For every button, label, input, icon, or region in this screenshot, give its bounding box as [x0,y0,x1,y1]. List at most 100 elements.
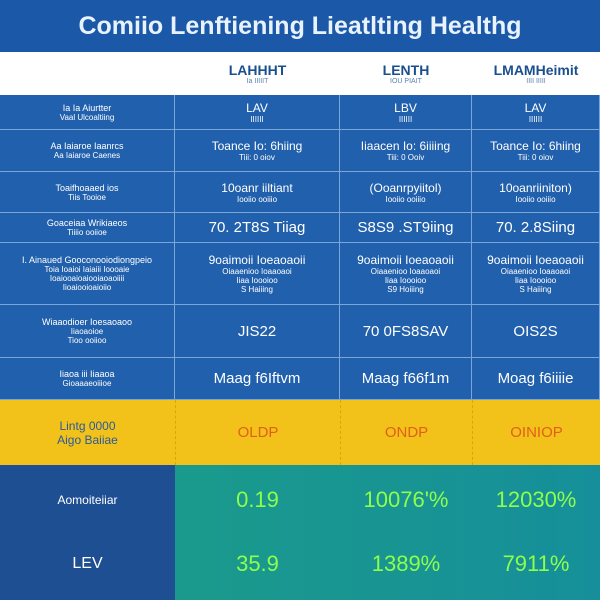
result-value: 10076'% [363,487,449,512]
row-label-text: Toia Ioaioi Iaiaiii Ioooaie [44,265,130,274]
cell-text: LBV [394,100,417,115]
column-header: LAHHHT Ia IIIIIT [175,52,340,95]
cell-text: IIIIII [398,114,413,124]
highlight-value: OINIOP [510,424,563,441]
cell-text: 9oaimoii Ioeaoaoii [357,253,454,267]
cell-text: S Haiiing [519,285,552,294]
cell-text: S Haiiing [240,285,273,294]
cell-text: Maag f6Iftvm [213,370,301,387]
row-label-text: Toaifhoaaed ios [55,182,119,193]
row-label-text: Gioaaaeoiiioe [62,379,112,388]
cell-text: Toance Io: 6hiing [490,139,581,153]
result-cell: 0.19 [175,468,340,532]
cell-text: Tiii: 0 oiov [239,153,275,162]
cell-text: Iiaa Ioooioo [384,276,427,285]
column-header: LENTH IOU PIAIT [340,52,472,95]
cell: 9oaimoii Ioeaoaoii Oiaaenioo Ioaaoaoi Iiaa… [472,243,600,305]
result-label: LEV [0,532,175,596]
result-cell: 35.9 [175,532,340,596]
row-label-text: Tioo ooiioo [67,336,107,345]
cell-text: Iiaacen Io: 6iiiing [360,139,451,153]
row-label-text: Wiaaodioer Ioesaoaoo [41,317,133,327]
cell: LAV IIIIII [175,95,340,130]
cell-text: JIS22 [237,322,277,340]
title-band: Comiio Lenftiening Lieatlting Healthg [0,0,600,52]
row-label-text: Tiiiio ooiioe [67,228,107,237]
cell-text: OIS2S [513,322,558,340]
row-label-text: Vaal Ulcoaltiing [59,112,115,122]
cell-text: S8S9 .ST9iing [357,219,454,236]
cell-text: 70. 2.8Siing [495,219,576,236]
row-label-text: Ia Ia Aiurtter [62,102,112,113]
cell: 9oaimoii Ioeaoaoii Oiaaenioo Ioaaoaoi Iiaa… [175,243,340,305]
cell-text: Oiaaenioo Ioaaoaoi [500,267,571,276]
row-label-text: I. Ainaued Gooconooiodiongpeio [21,255,153,265]
result-cell: 7911% [472,532,600,596]
cell-text: Iooiio ooiiio [236,194,278,204]
highlight-value: OLDP [237,424,279,441]
row-label-text: Aa Iaiaroe Caenes [53,151,121,160]
cell: LBV IIIIII [340,95,472,130]
cell-text: Moag f6iiiie [497,370,574,387]
results-label-bg [0,465,175,600]
cell-text: Tiii: 0 Ooiv [386,153,425,162]
result-cell: 10076'% [340,468,472,532]
result-label: Aomoiteiiar [0,468,175,532]
row-label: Ia Ia Aiurtter Vaal Ulcoaltiing [0,95,175,130]
row-label-text: Tiis Tooioe [68,192,106,202]
row-label: I. Ainaued Gooconooiodiongpeio Toia Ioaio… [0,243,175,305]
cell: Moag f6iiiie [472,358,600,400]
cell: Maag f6Iftvm [175,358,340,400]
cell: LAV IIIIII [472,95,600,130]
cell: Toance Io: 6hiing Tiii: 0 oiov [472,130,600,172]
row-label: Iiaoa iii Iiaaoa Gioaaaeoiiioe [0,358,175,400]
cell: 70 0FS8SAV [340,305,472,358]
column-title: LAHHHT [228,62,287,78]
row-label-text: Ioaiooaioaiooiaoaoiiii [49,274,125,283]
column-subtitle: Ia IIIIIT [246,78,269,85]
result-cell: 1389% [340,532,472,596]
cell-text: Iooiio ooiiio [515,194,556,204]
result-value: 1389% [371,551,441,576]
column-subtitle: IOU PIAIT [390,78,422,85]
cell-text: S9 Hoiiing [387,285,424,294]
header-row [0,52,600,95]
highlight-cell: ONDP [340,400,472,465]
row-label-text: Iioaiooioaioiio [62,283,112,292]
cell-text: 10oanriiniton) [499,180,572,195]
cell: Maag f66f1m [340,358,472,400]
highlight-label: Lintg 0000 Aigo Baiiae [0,400,175,465]
cell: 70. 2.8Siing [472,213,600,243]
result-value: 0.19 [236,487,279,512]
cell: 9oaimoii Ioeaoaoii Oiaaenioo Ioaaoaoi Iiaa… [340,243,472,305]
cell-text: IIIIII [250,114,264,124]
column-title: LENTH [382,62,430,78]
row-label: Aa Iaiaroe Iaanrcs Aa Iaiaroe Caenes [0,130,175,172]
cell-text: Oiaaenioo Ioaaoaoi [222,267,292,276]
cell-text: (Ooanrpyiitol) [369,180,442,195]
cell-text: Toance Io: 6hiing [211,139,303,153]
cell: (Ooanrpyiitol) Iooiio ooiiio [340,172,472,213]
row-label: Toaifhoaaed ios Tiis Tooioe [0,172,175,213]
column-header: LMAMHeimit IIII IIIII [472,52,600,95]
results-bg [175,465,600,600]
cell-text: 9oaimoii Ioeaoaoii [208,253,306,267]
cell-text: Maag f66f1m [361,370,450,387]
result-label-text: Aomoiteiiar [57,493,118,507]
row-label-text: Aa Iaiaroe Iaanrcs [50,141,124,151]
row-label-text: Iiaoa iii Iiaaoa [59,369,115,379]
cell-text: Iiaa Ioooioo [236,276,278,285]
result-value: 35.9 [236,551,279,576]
row-label: Goaceiaa Wrikiaeos Tiiiio ooiioe [0,213,175,243]
cell-text: Iooiio ooiiio [385,194,426,204]
cell: 10oanr iiltiant Iooiio ooiiio [175,172,340,213]
column-title: LMAMHeimit [493,62,579,78]
cell-text: Tiii: 0 oiov [517,153,554,162]
row-label-text: Goaceiaa Wrikiaeos [46,218,128,228]
result-value: 7911% [502,551,570,576]
cell-text: 70 0FS8SAV [362,322,449,340]
page-title: Comiio Lenftiening Lieatlting Healthg [78,11,522,40]
cell-text: Iiaa Ioooioo [514,276,557,285]
cell: Toance Io: 6hiing Tiii: 0 oiov [175,130,340,172]
